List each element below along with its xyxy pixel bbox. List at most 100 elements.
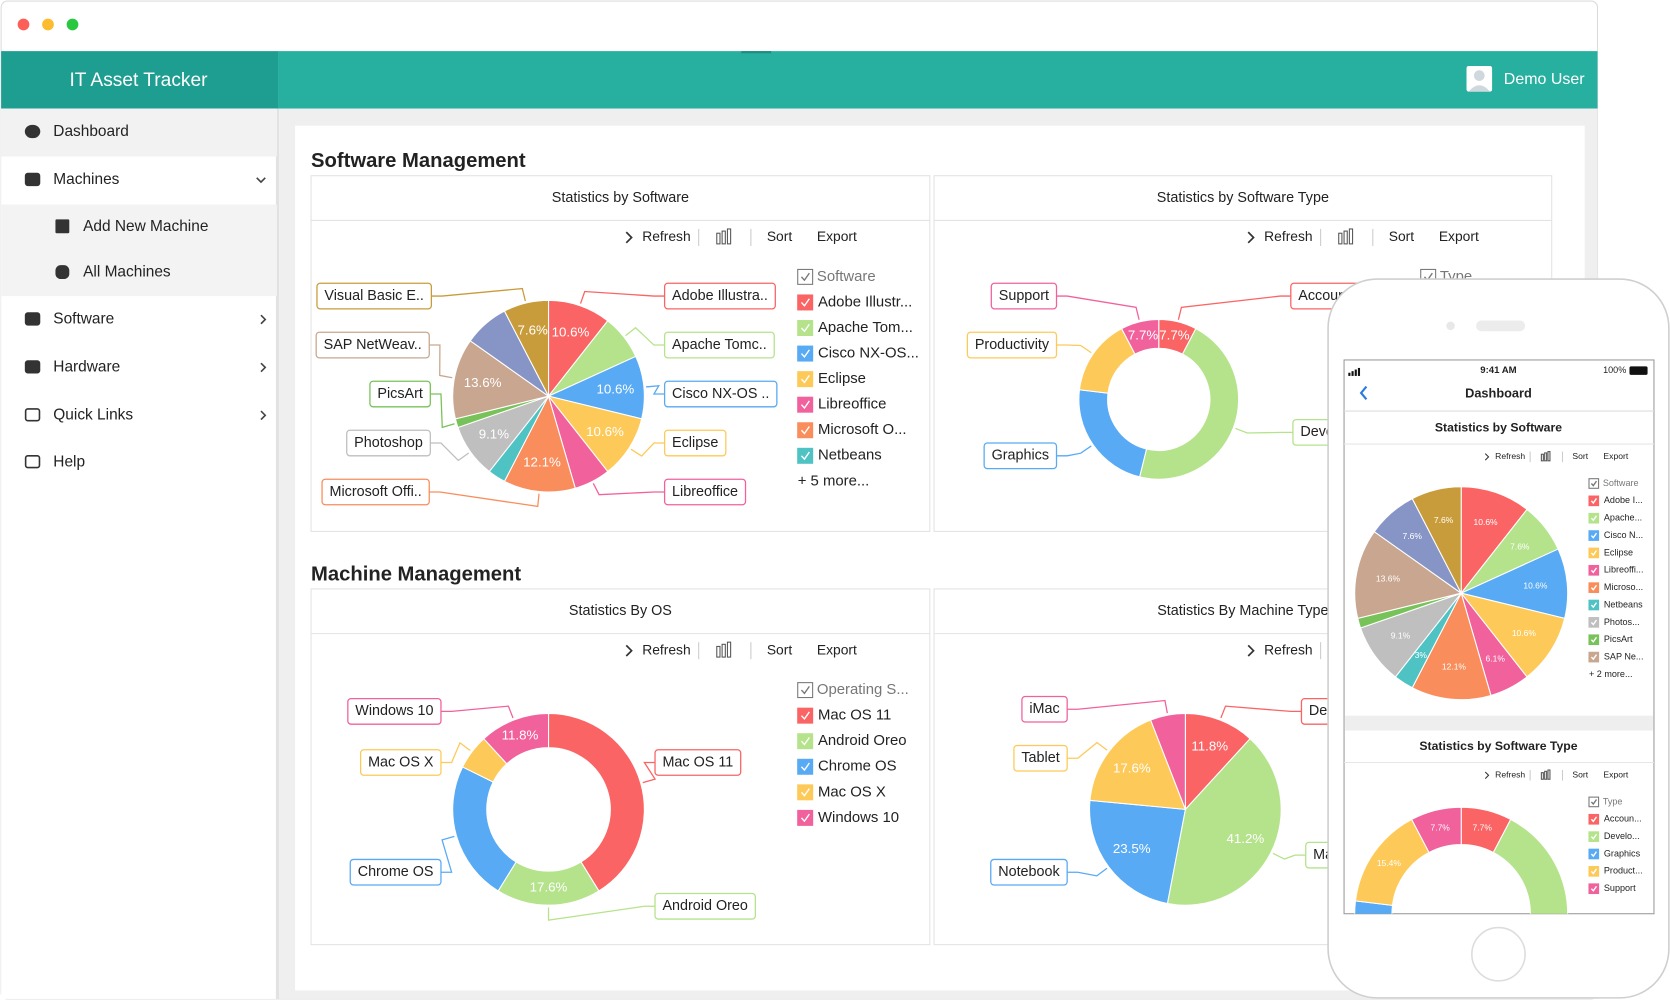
- legend-item[interactable]: Chrome OS: [818, 759, 897, 775]
- legend-item[interactable]: Accoun...: [1604, 814, 1642, 824]
- toolbar-export[interactable]: Export: [1603, 451, 1628, 461]
- legend-swatch: [1588, 564, 1600, 576]
- slice-label: 7.6%: [518, 322, 548, 337]
- legend-item[interactable]: Apache Tom...: [818, 320, 913, 336]
- legend-item[interactable]: Eclipse: [1604, 547, 1633, 557]
- toolbar-refresh[interactable]: Refresh: [1264, 641, 1312, 657]
- toolbar-chart-icon[interactable]: [716, 645, 721, 658]
- legend-check: [1590, 799, 1598, 806]
- legend-item[interactable]: Adobe I...: [1604, 495, 1643, 505]
- toolbar-refresh[interactable]: Refresh: [1495, 451, 1525, 461]
- nav-subitem[interactable]: All Machines: [83, 264, 171, 281]
- legend-check: [1590, 851, 1598, 858]
- app-title: IT Asset Tracker: [69, 70, 208, 91]
- legend-check: [1590, 498, 1598, 505]
- toolbar-sort[interactable]: Sort: [767, 228, 793, 244]
- legend-item[interactable]: Android Oreo: [818, 733, 907, 749]
- toolbar-export[interactable]: Export: [817, 228, 857, 244]
- toolbar-chart-icon[interactable]: [1348, 228, 1354, 245]
- callout-label: PicsArt: [377, 386, 422, 402]
- legend-swatch: [797, 784, 814, 801]
- legend-item[interactable]: Mac OS X: [818, 784, 886, 800]
- toolbar-sort[interactable]: Sort: [767, 641, 793, 657]
- callout-box: [663, 429, 727, 457]
- toolbar-refresh[interactable]: Refresh: [1495, 770, 1525, 780]
- nav-item[interactable]: Dashboard: [53, 123, 129, 140]
- legend-item[interactable]: Support: [1604, 883, 1636, 893]
- mobile-gap: [1345, 715, 1653, 731]
- pie-slice: [1459, 548, 1569, 620]
- legend-check: [800, 813, 810, 823]
- toolbar-chart-icon[interactable]: [1547, 451, 1551, 462]
- toolbar-chart-icon[interactable]: [1540, 772, 1544, 780]
- toolbar-chart-icon[interactable]: [726, 641, 732, 658]
- legend-item[interactable]: Eclipse: [818, 371, 866, 387]
- legend-more[interactable]: + 2 more...: [1589, 669, 1633, 679]
- toolbar-sort[interactable]: Sort: [1572, 451, 1588, 461]
- legend-more[interactable]: + 5 more...: [798, 473, 870, 489]
- pie-slice: [503, 299, 550, 397]
- card-title: Statistics by Software: [552, 190, 689, 206]
- callout-label: Photoshop: [354, 435, 423, 451]
- toolbar-export[interactable]: Export: [1603, 770, 1628, 780]
- legend-item[interactable]: SAP Ne...: [1604, 651, 1644, 661]
- nav-chevron: [260, 410, 267, 421]
- legend-item[interactable]: Graphics: [1604, 848, 1641, 858]
- nav-item[interactable]: Quick Links: [53, 406, 133, 423]
- toolbar-export[interactable]: Export: [817, 641, 857, 657]
- legend-item[interactable]: Cisco N...: [1604, 530, 1643, 540]
- legend-item[interactable]: Photos...: [1604, 617, 1640, 627]
- slice-label: 10.6%: [1512, 628, 1537, 638]
- status-time: 9:41 AM: [1480, 365, 1516, 376]
- nav-item[interactable]: Hardware: [53, 358, 120, 375]
- legend-check: [800, 737, 810, 746]
- legend-item[interactable]: Develo...: [1604, 831, 1640, 841]
- pie-slice: [1149, 712, 1186, 810]
- callout-line: [440, 741, 471, 764]
- toolbar-chart-icon[interactable]: [1544, 452, 1548, 462]
- toolbar-chart-icon[interactable]: [1547, 769, 1551, 780]
- legend-item[interactable]: Adobe Illustr...: [818, 294, 912, 310]
- legend-item[interactable]: Microsoft O...: [818, 422, 907, 438]
- legend-item[interactable]: Libreoffice: [818, 397, 886, 413]
- callout-line: [646, 384, 665, 395]
- toolbar-chart-icon[interactable]: [1540, 453, 1544, 462]
- legend-item[interactable]: Netbeans: [818, 448, 882, 464]
- phone-home-button: [1471, 926, 1526, 982]
- nav-item[interactable]: Machines: [53, 171, 119, 188]
- legend-item[interactable]: Cisco NX-OS...: [818, 346, 919, 362]
- toolbar-chart-icon[interactable]: [721, 230, 726, 245]
- toolbar-chart-icon[interactable]: [1338, 232, 1343, 245]
- toolbar-chart-icon[interactable]: [726, 228, 732, 245]
- nav-back[interactable]: [1359, 385, 1368, 401]
- legend-item[interactable]: Windows 10: [818, 810, 899, 826]
- legend-swatch: [797, 758, 814, 775]
- nav-subitem[interactable]: Add New Machine: [83, 218, 208, 235]
- toolbar-sort[interactable]: Sort: [1572, 770, 1588, 780]
- toolbar-chart-icon[interactable]: [1343, 230, 1348, 245]
- callout-label: Android Oreo: [662, 898, 747, 914]
- toolbar-chart-icon[interactable]: [716, 232, 721, 245]
- legend-item[interactable]: Product...: [1604, 866, 1643, 876]
- nav-item[interactable]: Help: [53, 453, 85, 470]
- toolbar-refresh[interactable]: Refresh: [1264, 228, 1312, 244]
- pie-slice: [503, 394, 576, 493]
- legend-item[interactable]: Microso...: [1604, 582, 1643, 592]
- user-name[interactable]: Demo User: [1504, 71, 1585, 88]
- slice-label: 9.1%: [479, 427, 509, 442]
- toolbar-chevron: [1484, 771, 1490, 779]
- toolbar-export[interactable]: Export: [1439, 228, 1479, 244]
- toolbar-refresh[interactable]: Refresh: [642, 228, 690, 244]
- legend-item[interactable]: PicsArt: [1604, 634, 1633, 644]
- callout-line: [1177, 295, 1291, 320]
- legend-item[interactable]: Mac OS 11: [818, 708, 891, 724]
- toolbar-chart-icon[interactable]: [721, 643, 726, 658]
- slice-label: 10.6%: [1474, 517, 1499, 527]
- toolbar-chart-icon[interactable]: [1544, 770, 1548, 780]
- legend-item[interactable]: Netbeans: [1604, 599, 1643, 609]
- nav-item[interactable]: Software: [53, 311, 114, 328]
- toolbar-refresh[interactable]: Refresh: [642, 641, 690, 657]
- toolbar-sort[interactable]: Sort: [1389, 228, 1415, 244]
- legend-item[interactable]: Libreoffi...: [1604, 565, 1644, 575]
- legend-item[interactable]: Apache...: [1604, 513, 1642, 523]
